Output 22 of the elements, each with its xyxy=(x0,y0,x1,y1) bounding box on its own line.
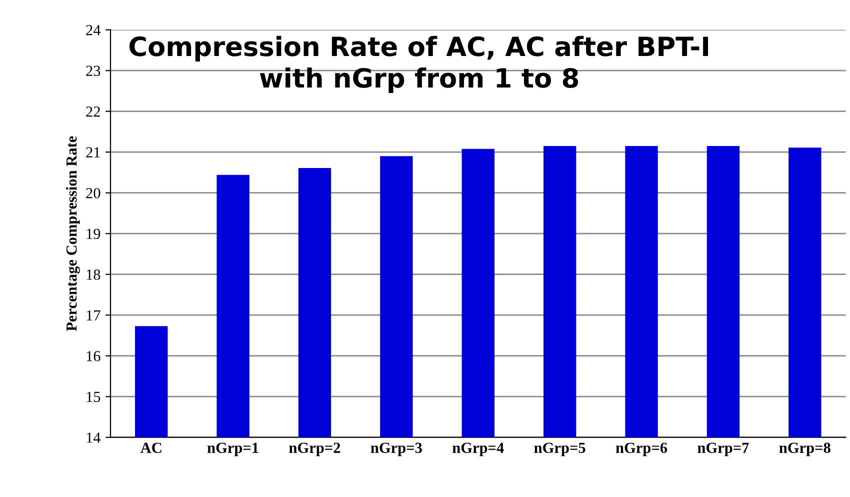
y-axis-title: Percentage Compression Rate xyxy=(66,136,80,332)
y-tick-label: 20 xyxy=(86,188,100,198)
x-tick-label: nGrp=4 xyxy=(452,442,504,456)
x-tick-label: nGrp=3 xyxy=(370,442,422,456)
x-tick-label: nGrp=1 xyxy=(207,442,258,456)
y-tick-label: 23 xyxy=(86,66,100,76)
y-tick-label: 14 xyxy=(86,432,101,443)
x-tick-label: AC xyxy=(140,442,162,453)
y-tick-label: 21 xyxy=(86,147,100,158)
y-tick-label: 19 xyxy=(86,228,100,240)
x-tick-label: nGrp=2 xyxy=(289,442,340,456)
text: Compression Rate of AC, AC after BPT-I with nGrp from 1 to 8 xyxy=(129,36,708,94)
x-tick-label: nGrp=6 xyxy=(616,442,668,456)
x-tick-label: nGrp=5 xyxy=(534,442,586,456)
y-tick-label: 24 xyxy=(86,25,101,36)
x-tick-label: nGrp=8 xyxy=(779,442,830,456)
y-tick-label: 15 xyxy=(86,392,100,402)
y-tick-label: 18 xyxy=(86,269,100,280)
y-tick-label: 17 xyxy=(86,310,100,320)
x-tick-label: nGrp=7 xyxy=(698,442,749,456)
y-tick-label: 16 xyxy=(86,351,100,362)
y-tick-label: 22 xyxy=(86,106,100,117)
